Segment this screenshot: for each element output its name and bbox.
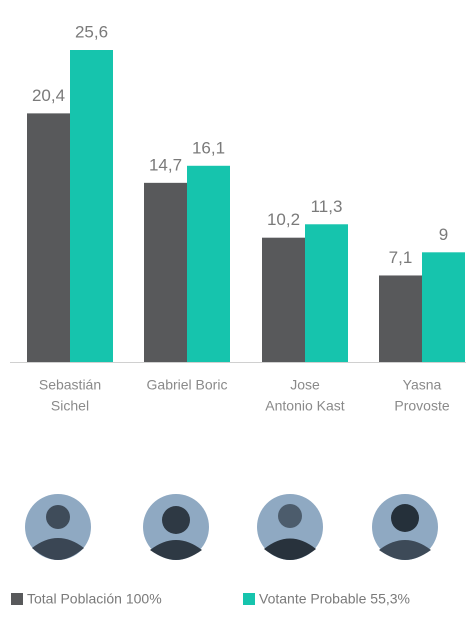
value-label: 14,7 (149, 155, 182, 174)
bar (262, 238, 305, 362)
x-tick-label: Sichel (51, 398, 89, 414)
photos (25, 494, 438, 560)
legend-swatch (11, 593, 23, 605)
bar (379, 275, 422, 362)
value-label: 10,2 (267, 210, 300, 229)
value-label: 20,4 (32, 86, 65, 105)
bar (144, 183, 187, 362)
value-label: 7,1 (389, 248, 413, 267)
value-label: 25,6 (75, 22, 108, 41)
x-tick-label: Yasna (403, 377, 442, 393)
photo (143, 494, 209, 560)
bar (70, 50, 113, 362)
legend-swatch (243, 593, 255, 605)
x-tick-label: Jose (290, 377, 320, 393)
legend-label: Total Población 100% (27, 591, 162, 607)
value-label: 11,3 (311, 197, 343, 216)
x-tick-label: Sebastián (39, 377, 101, 393)
value-label: 16,1 (192, 138, 225, 157)
photo (257, 494, 323, 560)
x-tick-label: Gabriel Boric (147, 377, 228, 393)
value-label: 9 (439, 225, 448, 244)
photo (372, 494, 438, 560)
x-tick-label: Provoste (394, 398, 449, 414)
bar (27, 113, 70, 362)
legend-label: Votante Probable 55,3% (259, 591, 410, 607)
bar (305, 224, 348, 362)
bar (187, 166, 230, 362)
photo (25, 494, 91, 560)
chart: 20,4 14,7 10,2 7,1 25,6 16,1 11,3 9 Sebastián Sic… (0, 0, 466, 634)
bar (422, 252, 465, 362)
x-tick-label: Antonio Kast (265, 398, 344, 414)
